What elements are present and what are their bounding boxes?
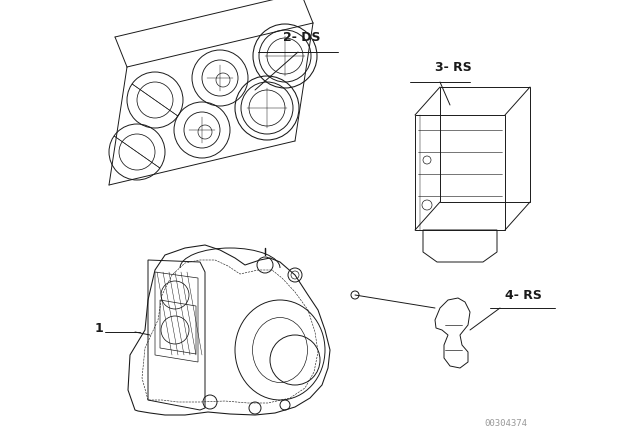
- Text: 1: 1: [95, 322, 104, 335]
- Text: 3- RS: 3- RS: [435, 61, 472, 74]
- Text: 4- RS: 4- RS: [505, 289, 542, 302]
- Text: 2- DS: 2- DS: [283, 31, 321, 44]
- Text: 00304374: 00304374: [484, 419, 527, 428]
